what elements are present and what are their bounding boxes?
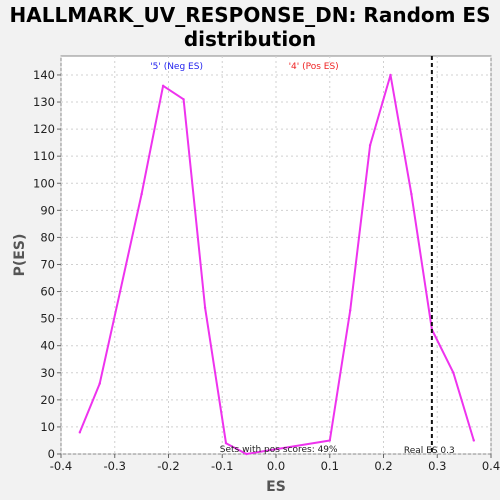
x-tick-label: 0.1	[321, 459, 339, 473]
y-tick-label: 140	[33, 68, 55, 82]
y-tick-label: 110	[33, 149, 55, 163]
x-tick-label: 0.4	[482, 459, 500, 473]
data-point	[182, 98, 185, 101]
data-point	[161, 84, 165, 87]
y-tick-label: 80	[40, 230, 55, 244]
real-es-label: Real ES 0.3	[404, 446, 455, 456]
axis-ticks: -0.4 -0.3 -0.2 -0.1 0.0 0.1 0.2 0.3 0.4 0 10 20 30 40…	[33, 68, 500, 473]
grid-lines	[60, 56, 492, 455]
y-tick-label: 70	[40, 257, 55, 271]
x-tick-label: -0.2	[157, 459, 179, 473]
y-tick-label: 0	[48, 447, 55, 461]
data-point	[368, 144, 372, 147]
y-tick-label: 60	[40, 285, 55, 299]
x-tick-label: 0.3	[428, 459, 446, 473]
y-tick-label: 100	[33, 176, 55, 190]
data-point	[348, 309, 352, 312]
y-tick-label: 20	[40, 393, 55, 407]
legend-entry: '5' (Neg ES)	[150, 62, 203, 72]
x-tick-label: -0.1	[211, 459, 233, 473]
y-tick-label: 50	[40, 312, 55, 326]
plot-area	[60, 55, 492, 455]
data-point	[224, 441, 228, 445]
x-tick-label: -0.3	[104, 459, 126, 473]
data-point	[98, 382, 101, 385]
x-tick-label: 0.2	[374, 459, 392, 473]
annotation-layer: Real ES 0.3 Sets with pos scores: 49% '5' …	[150, 56, 455, 456]
data-point	[140, 192, 143, 196]
x-tick-label: 0.0	[267, 459, 285, 473]
y-tick-label: 120	[33, 122, 55, 136]
y-tick-label: 40	[40, 339, 55, 353]
data-point	[245, 452, 248, 456]
x-tick-label: -0.4	[50, 459, 72, 473]
data-point	[389, 73, 392, 77]
y-tick-label: 90	[40, 203, 55, 217]
data-point	[472, 439, 475, 442]
data-point	[410, 192, 413, 196]
y-tick-label: 10	[40, 420, 55, 434]
chart-title-line2: distribution	[184, 27, 316, 51]
data-point	[118, 290, 122, 293]
y-axis-label: P(ES)	[12, 234, 28, 277]
data-point	[328, 439, 331, 442]
y-tick-label: 130	[33, 95, 55, 109]
data-point	[78, 431, 82, 434]
y-tick-label: 30	[40, 366, 55, 380]
legend-entry: '4' (Pos ES)	[289, 62, 339, 72]
pos-scores-annotation: Sets with pos scores: 49%	[220, 445, 338, 455]
data-point	[452, 371, 455, 374]
chart-title-line1: HALLMARK_UV_RESPONSE_DN: Random ES	[10, 3, 491, 27]
x-axis-label: ES	[266, 479, 286, 495]
data-point	[203, 306, 207, 309]
